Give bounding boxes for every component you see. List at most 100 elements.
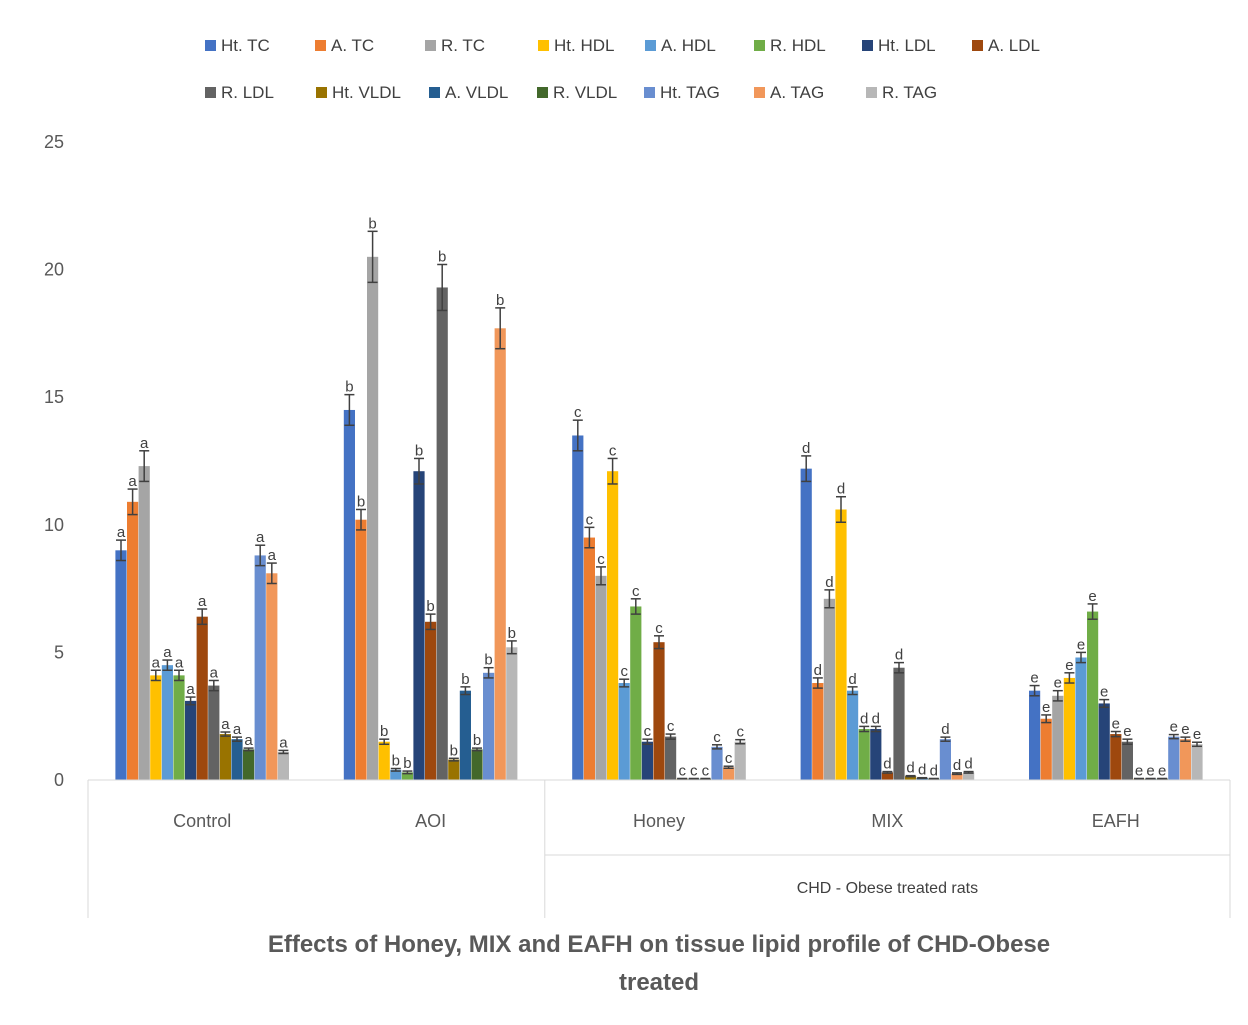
data-label-honey-5: c [632,583,640,600]
bar-aoi-9 [448,759,460,780]
data-label-honey-9: c [678,762,686,779]
data-label-mix-4: d [848,671,856,688]
data-label-control-11: a [244,732,253,749]
data-label-eafh-13: e [1181,721,1189,738]
bar-aoi-11 [471,749,483,780]
data-label-eafh-5: e [1088,588,1096,605]
bar-honey-4 [618,683,630,780]
bar-mix-1 [812,683,824,780]
bar-mix-7 [881,772,893,780]
data-label-eafh-8: e [1123,723,1131,740]
y-tick-label-4: 20 [44,260,64,280]
legend-swatch-13 [754,87,765,98]
bar-aoi-2 [367,256,379,781]
data-label-eafh-6: e [1100,684,1108,701]
bar-aoi-4 [390,769,402,780]
data-label-eafh-14: e [1193,726,1201,743]
y-axis: 0 5 10 15 20 25 [44,132,64,790]
data-label-mix-5: d [860,710,868,727]
bar-mix-5 [858,728,870,780]
y-tick-label-0: 0 [54,770,64,790]
bar-eafh-13 [1179,739,1191,780]
y-tick-label-2: 10 [44,515,64,535]
legend-label-10: A. VLDL [445,83,508,102]
data-label-mix-2: d [825,574,833,591]
data-label-honey-10: c [690,762,698,779]
bar-eafh-6 [1098,703,1110,780]
y-tick-label-3: 15 [44,387,64,407]
category-label-4: EAFH [1092,811,1140,831]
data-label-honey-3: c [609,442,617,459]
bar-aoi-14 [506,647,518,780]
data-label-aoi-5: b [403,755,411,772]
data-label-honey-6: c [644,723,652,740]
data-label-honey-12: c [713,729,721,746]
data-label-mix-14: d [964,756,972,773]
data-label-control-4: a [163,644,172,661]
data-label-aoi-13: b [496,292,504,309]
data-label-honey-7: c [655,620,663,637]
data-label-control-10: a [233,721,242,738]
legend-swatch-14 [866,87,877,98]
legend-swatch-12 [644,87,655,98]
data-label-eafh-0: e [1030,670,1038,687]
group-label: CHD - Obese treated rats [797,880,978,897]
data-label-control-3: a [152,654,161,671]
legend-swatch-11 [537,87,548,98]
data-label-aoi-14: b [508,625,516,642]
data-label-eafh-11: e [1158,762,1166,779]
data-label-eafh-7: e [1112,716,1120,733]
legend-label-5: R. HDL [770,36,826,55]
data-label-mix-3: d [837,481,845,498]
data-label-honey-4: c [620,663,628,680]
data-label-aoi-12: b [484,652,492,669]
legend-label-14: R. TAG [882,83,937,102]
bar-mix-3 [835,509,847,780]
data-label-mix-1: d [814,662,822,679]
bar-honey-1 [583,537,595,780]
legend-label-1: A. TC [331,36,374,55]
legend-label-3: Ht. HDL [554,36,614,55]
bar-mix-9 [905,776,917,780]
data-label-control-12: a [256,529,265,546]
data-label-control-8: a [210,664,219,681]
bar-aoi-13 [494,328,506,780]
bar-honey-6 [641,741,653,780]
bar-control-12 [254,555,266,780]
data-label-aoi-1: b [357,493,365,510]
chart-title-line-0: Effects of Honey, MIX and EAFH on tissue… [268,931,1050,958]
data-label-aoi-8: b [438,248,446,265]
data-label-mix-11: d [930,762,938,779]
data-label-mix-13: d [953,757,961,774]
bar-mix-13 [951,773,963,780]
data-label-mix-7: d [883,756,891,773]
legend-label-7: A. LDL [988,36,1040,55]
legend: Ht. TC A. TC R. TC Ht. HDL A. HDL R. HDL Ht. L… [205,36,1040,102]
bar-control-14 [277,751,289,780]
data-label-honey-1: c [586,511,594,528]
bar-eafh-2 [1052,695,1064,780]
bar-control-3 [150,675,162,780]
bar-honey-8 [665,736,677,780]
data-label-mix-6: d [872,710,880,727]
bar-control-8 [208,685,220,780]
bar-eafh-4 [1075,657,1087,780]
data-label-aoi-2: b [368,215,376,232]
data-label-honey-8: c [667,718,675,735]
bar-control-0 [115,550,127,780]
bar-mix-14 [963,772,975,780]
data-label-honey-11: c [702,762,710,779]
bar-control-1 [127,501,139,780]
data-label-aoi-7: b [426,598,434,615]
data-label-mix-8: d [895,647,903,664]
legend-label-6: Ht. LDL [878,36,936,55]
legend-label-4: A. HDL [661,36,716,55]
data-label-control-7: a [198,593,207,610]
bar-aoi-5 [401,772,413,780]
bar-honey-7 [653,642,665,780]
bar-aoi-0 [343,409,355,780]
data-label-mix-9: d [906,760,914,777]
bar-honey-0 [572,435,584,780]
bar-control-9 [219,734,231,780]
legend-swatch-4 [645,40,656,51]
